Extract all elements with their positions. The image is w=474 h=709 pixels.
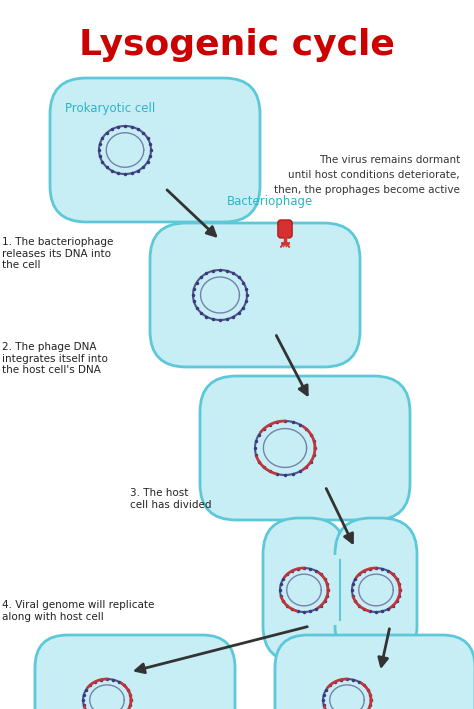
Text: 1. The bacteriophage
releases its DNA into
the cell: 1. The bacteriophage releases its DNA in…	[2, 237, 113, 270]
Text: Bacteriophage: Bacteriophage	[227, 195, 313, 208]
FancyBboxPatch shape	[335, 518, 417, 662]
FancyBboxPatch shape	[263, 518, 345, 662]
FancyBboxPatch shape	[35, 635, 235, 709]
Text: Prokaryotic cell: Prokaryotic cell	[65, 102, 155, 115]
FancyBboxPatch shape	[150, 223, 360, 367]
Text: 2. The phage DNA
integrates itself into
the host cell's DNA: 2. The phage DNA integrates itself into …	[2, 342, 108, 375]
Text: Lysogenic cycle: Lysogenic cycle	[79, 28, 395, 62]
FancyBboxPatch shape	[50, 78, 260, 222]
Text: 4. Viral genome will replicate
along with host cell: 4. Viral genome will replicate along wit…	[2, 600, 155, 622]
Text: The virus remains dormant
until host conditions deteriorate,
then, the prophages: The virus remains dormant until host con…	[274, 155, 460, 194]
FancyBboxPatch shape	[278, 220, 292, 238]
FancyBboxPatch shape	[275, 635, 474, 709]
Text: 3. The host
cell has divided: 3. The host cell has divided	[130, 488, 211, 510]
FancyBboxPatch shape	[200, 376, 410, 520]
FancyBboxPatch shape	[299, 555, 381, 625]
